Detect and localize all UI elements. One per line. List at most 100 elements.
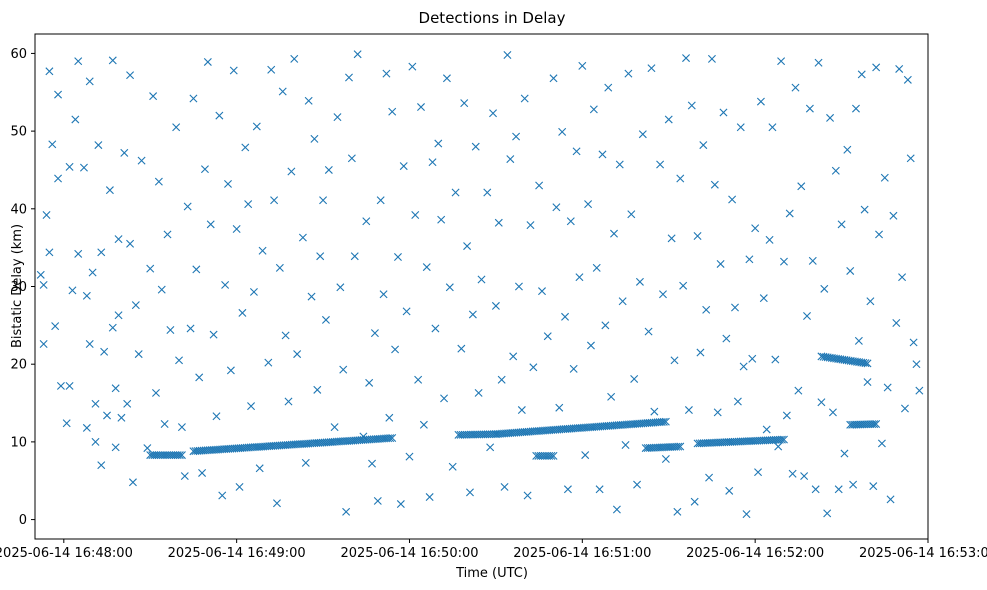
data-point	[82, 423, 91, 432]
data-point	[667, 234, 676, 243]
data-point	[889, 211, 898, 220]
data-point	[549, 451, 558, 460]
data-point	[912, 360, 921, 369]
data-point	[803, 312, 812, 321]
data-point	[54, 174, 63, 183]
data-point	[422, 263, 431, 272]
data-point	[886, 495, 895, 504]
data-point	[762, 425, 771, 434]
data-point	[183, 202, 192, 211]
data-point	[779, 435, 788, 444]
data-point	[903, 75, 912, 84]
data-point	[624, 69, 633, 78]
data-point	[324, 165, 333, 174]
data-point	[506, 155, 515, 164]
data-point	[290, 54, 299, 63]
data-point	[863, 378, 872, 387]
data-point	[768, 123, 777, 132]
data-point	[316, 252, 325, 261]
data-point	[97, 248, 106, 257]
x-axis-label: Time (UTC)	[455, 566, 528, 581]
data-point	[336, 283, 345, 292]
data-point	[232, 225, 241, 233]
data-point	[166, 326, 175, 334]
data-point	[728, 195, 737, 204]
data-point	[267, 65, 276, 74]
data-point	[497, 375, 506, 384]
data-point	[177, 451, 186, 460]
data-point	[823, 509, 832, 518]
data-point	[517, 406, 526, 415]
data-point	[284, 397, 293, 406]
data-point	[612, 505, 621, 514]
data-point	[578, 61, 587, 70]
y-axis: 0 10 20 30 40 50 60	[10, 47, 35, 528]
points-layer	[36, 50, 924, 519]
data-point	[241, 143, 250, 152]
data-point	[215, 111, 224, 120]
y-tick-label: 30	[10, 280, 27, 295]
data-point	[563, 485, 572, 494]
data-point	[218, 491, 227, 500]
data-point	[676, 174, 685, 183]
data-point	[252, 122, 261, 131]
data-point	[108, 56, 117, 65]
data-point	[707, 54, 716, 63]
data-point	[846, 266, 855, 275]
data-point	[514, 282, 523, 291]
data-point	[353, 50, 362, 59]
data-point	[826, 113, 835, 122]
data-point	[365, 378, 374, 387]
data-point	[275, 263, 284, 272]
data-point	[149, 92, 158, 101]
data-point	[333, 113, 342, 122]
data-point	[36, 270, 45, 279]
data-point	[670, 356, 679, 365]
y-tick-label: 50	[10, 125, 27, 140]
data-point	[785, 209, 794, 218]
data-point	[65, 381, 74, 390]
data-point	[561, 312, 570, 321]
data-point	[552, 203, 561, 212]
data-point	[849, 480, 858, 489]
data-point	[615, 160, 624, 169]
data-point	[863, 359, 872, 368]
data-point	[151, 388, 160, 397]
data-point	[736, 123, 745, 132]
data-point	[713, 408, 722, 417]
data-point	[869, 482, 878, 491]
data-point	[339, 365, 348, 374]
data-point	[805, 104, 814, 113]
data-point	[126, 239, 135, 248]
data-point	[733, 397, 742, 406]
data-point	[569, 364, 578, 373]
x-tick-label: 2025-06-14 16:51:00	[513, 546, 651, 561]
data-point	[503, 50, 512, 59]
data-point	[471, 142, 480, 151]
data-point	[212, 412, 221, 421]
data-point	[866, 297, 875, 306]
data-point	[402, 307, 411, 316]
data-point	[301, 458, 310, 467]
data-point	[633, 480, 642, 489]
data-point	[123, 399, 132, 408]
data-point	[103, 411, 112, 420]
data-point	[584, 200, 593, 209]
data-point	[779, 257, 788, 266]
y-axis-label: Bistatic Delay (km)	[10, 224, 25, 348]
data-point	[759, 294, 768, 303]
data-point	[200, 165, 209, 174]
data-point	[82, 291, 91, 300]
data-point	[368, 459, 377, 468]
data-point	[463, 242, 472, 251]
data-point	[206, 220, 215, 229]
data-point	[659, 417, 668, 426]
data-point	[658, 290, 667, 299]
data-point	[872, 63, 881, 72]
data-point	[811, 485, 820, 494]
data-point	[350, 252, 359, 261]
data-point	[437, 215, 446, 224]
data-point	[347, 154, 356, 163]
data-point	[589, 105, 598, 114]
data-point	[774, 442, 783, 451]
